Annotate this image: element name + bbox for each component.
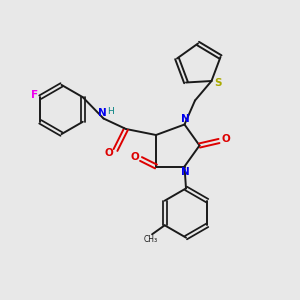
Text: CH₃: CH₃ xyxy=(143,235,158,244)
Text: N: N xyxy=(98,108,107,118)
Text: S: S xyxy=(215,78,222,88)
Text: N: N xyxy=(181,167,190,177)
Text: F: F xyxy=(31,90,38,100)
Text: O: O xyxy=(104,148,113,158)
Text: O: O xyxy=(221,134,230,144)
Text: O: O xyxy=(130,152,139,162)
Text: H: H xyxy=(107,106,113,116)
Text: N: N xyxy=(181,114,190,124)
